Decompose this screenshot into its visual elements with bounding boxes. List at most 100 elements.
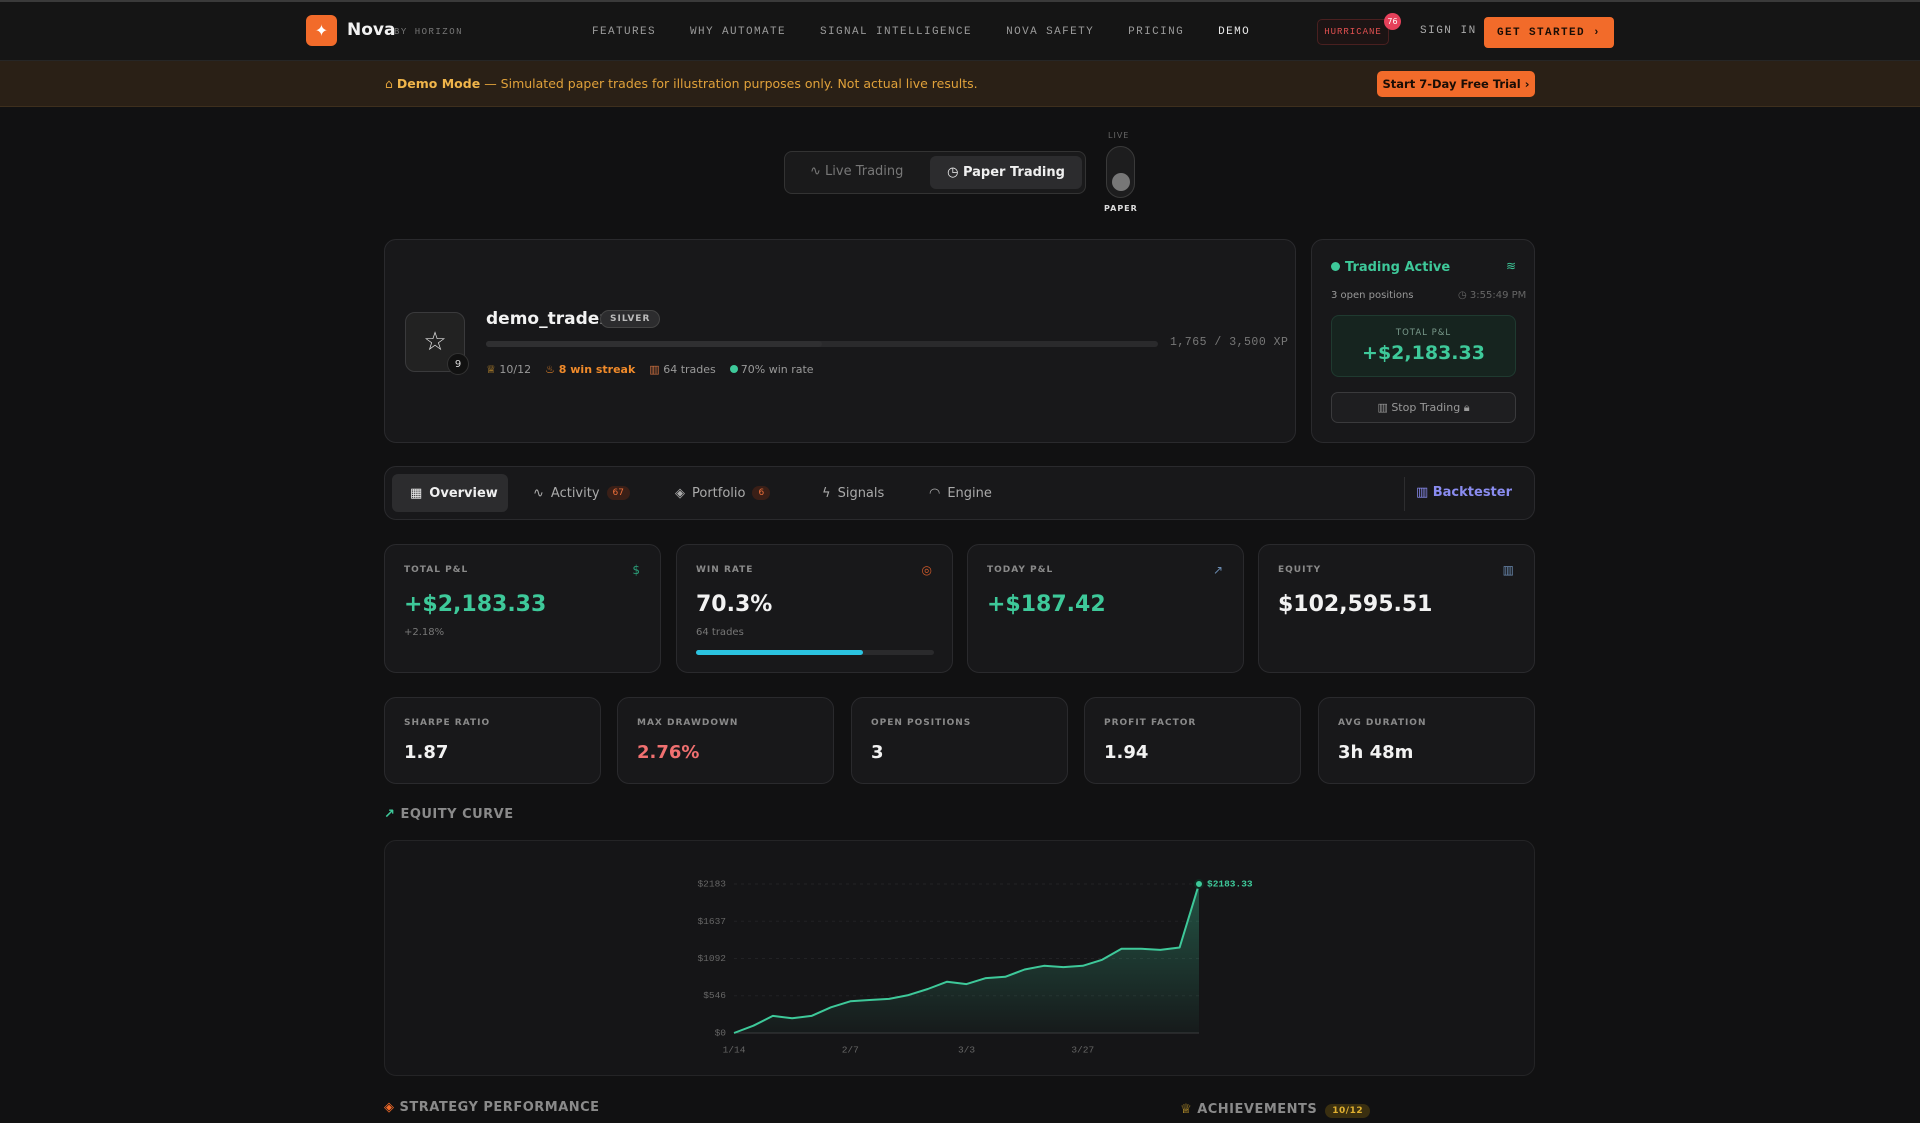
nav-link[interactable]: WHY AUTOMATE (690, 26, 787, 38)
section-heading: ↗ EQUITY CURVE (384, 807, 514, 822)
nav-link[interactable]: SIGNAL INTELLIGENCE (820, 26, 973, 38)
data-label: $2183.33 (1207, 878, 1253, 889)
stat-value: $102,595.51 (1278, 592, 1433, 617)
status-text: Trading Active (1345, 260, 1451, 275)
win-rate-text: 70% win rate (740, 363, 814, 376)
x-tick-label: 1/14 (723, 1045, 746, 1056)
y-tick-label: $2183 (697, 879, 726, 890)
hurricane-badge: 76 (1384, 13, 1401, 30)
banner-text: ⌂ Demo Mode — Simulated paper trades for… (385, 76, 978, 91)
metric-value: 3 (871, 742, 884, 763)
tab-label: Portfolio (692, 485, 746, 501)
x-tick-label: 3/3 (958, 1045, 975, 1056)
metric-value: 3h 48m (1338, 742, 1414, 763)
tab[interactable]: ◈ Portfolio 6 (657, 474, 788, 512)
win-rate-bar (696, 650, 934, 655)
navbar: ✦ Nova BY HORIZON FEATURES WHY AUTOMATE … (0, 0, 1920, 61)
metric-label: PROFIT FACTOR (1104, 718, 1197, 728)
stat-label: TOTAL P&L (404, 565, 469, 575)
xp-fill (486, 341, 822, 347)
metric-value: 1.94 (1104, 742, 1149, 763)
metric-card: MAX DRAWDOWN 2.76% (617, 697, 834, 784)
pnl-box: TOTAL P&L +$2,183.33 (1331, 315, 1516, 377)
live-tab[interactable]: ∿ Live Trading (810, 164, 904, 179)
status-time: ◷ 3:55:49 PM (1458, 290, 1527, 301)
metric-label: SHARPE RATIO (404, 718, 491, 728)
tab[interactable]: ▦ Overview (392, 474, 508, 512)
stat-label: EQUITY (1278, 565, 1322, 575)
live-label: Live Trading (825, 164, 904, 179)
line (733, 883, 1200, 1034)
switch-top-label: LIVE (1108, 131, 1130, 140)
area (734, 884, 1199, 1033)
stat-icon: ▥ (1502, 563, 1514, 577)
stop-label: Stop Trading (1391, 401, 1461, 414)
tab[interactable]: ◠ Engine (929, 485, 992, 501)
profile-card: ☆ 9 demo_trader SILVER 1,765 / 3,500 XP … (384, 239, 1296, 443)
open-positions: 3 open positions (1331, 290, 1414, 301)
stat-card: TODAY P&L ↗ +$187.42 (967, 544, 1244, 673)
trial-button[interactable]: Start 7-Day Free Trial › (1377, 71, 1535, 97)
sign-in[interactable]: SIGN IN (1420, 25, 1477, 37)
stat-icon: $ (632, 563, 640, 577)
get-started-button[interactable]: GET STARTED › (1484, 17, 1614, 48)
tab-badge: 6 (752, 486, 771, 500)
metric-label: MAX DRAWDOWN (637, 718, 739, 728)
backtester-link[interactable]: ▥ Backtester (1415, 485, 1512, 500)
nav-link[interactable]: NOVA SAFETY (1006, 26, 1095, 38)
stat-icon: ↗ (1212, 563, 1223, 577)
status-card: Trading Active ≋ 3 open positions ◷ 3:55… (1311, 239, 1535, 443)
hurricane-label: HURRICANE (1324, 27, 1382, 37)
stat-value: +$2,183.33 (404, 592, 547, 617)
metric-value: 1.87 (404, 742, 449, 763)
level-badge: 9 (447, 353, 469, 375)
metric-card: AVG DURATION 3h 48m (1318, 697, 1535, 784)
brand[interactable]: Nova (347, 20, 396, 40)
tab-label: Overview (429, 485, 498, 501)
mode-toggle: ∿ Live Trading ◷ Paper Trading (784, 151, 1086, 194)
wifi-icon: ≋ (1505, 259, 1516, 273)
metric-label: AVG DURATION (1338, 718, 1427, 728)
pnl-label: TOTAL P&L (1395, 328, 1452, 338)
metric-card: SHARPE RATIO 1.87 (384, 697, 601, 784)
trial-label: Start 7-Day Free Trial (1382, 77, 1521, 91)
tab-bar: ▦ Overview ∿ Activity 67 ◈ Portfolio 6 ϟ S… (384, 466, 1535, 520)
achievements-count: ♕ 10/12 (486, 363, 532, 376)
switch-bottom-label: PAPER (1104, 204, 1138, 213)
section-title: STRATEGY PERFORMANCE (399, 1100, 600, 1115)
tab-label: Engine (947, 485, 992, 501)
tab[interactable]: ∿ Activity 67 (515, 474, 648, 512)
nav-link[interactable]: DEMO (1218, 26, 1251, 38)
banner-title: Demo Mode (396, 76, 481, 91)
tab[interactable]: ϟ Signals (822, 485, 885, 501)
section-title: ACHIEVEMENTS (1197, 1102, 1318, 1117)
tab-label: Signals (837, 485, 885, 501)
stat-label: WIN RATE (696, 565, 754, 575)
section-heading: ♕ ACHIEVEMENTS 10/12 (1180, 1102, 1371, 1118)
paper-tab[interactable]: ◷ Paper Trading (930, 156, 1082, 189)
section-heading: ◈ STRATEGY PERFORMANCE (384, 1100, 600, 1115)
nav-link[interactable]: PRICING (1128, 26, 1185, 38)
status-title: Trading Active (1331, 260, 1450, 275)
hurricane-button[interactable]: HURRICANE (1317, 19, 1389, 45)
stat-label: TODAY P&L (987, 565, 1054, 575)
chart: $0 $546 $1092 $1637 $2183 1/14 2/7 3/3 3/27 $2183… (697, 878, 1253, 1056)
brand-sub: BY HORIZON (394, 27, 464, 37)
logo[interactable]: ✦ (306, 15, 337, 46)
metric-value: 2.76% (637, 742, 700, 763)
equity-chart: $0 $546 $1092 $1637 $2183 1/14 2/7 3/3 3/27 $2183… (384, 840, 1535, 1076)
stat-icon: ◎ (921, 563, 932, 577)
pnl-value: +$2,183.33 (1362, 342, 1485, 364)
stop-trading-button[interactable]: ▥ Stop Trading 🔒︎ (1331, 392, 1516, 423)
stat-card: TOTAL P&L $ +$2,183.33 +2.18% (384, 544, 661, 673)
xp-bar (486, 341, 1158, 347)
end-point (1194, 878, 1204, 889)
cta-label: GET STARTED (1496, 26, 1585, 39)
win-streak: ♨ 8 win streak (545, 363, 636, 376)
nav-link[interactable]: FEATURES (592, 26, 657, 38)
x-tick-label: 2/7 (842, 1045, 859, 1056)
xp-text: 1,765 / 3,500 XP (1170, 336, 1289, 349)
mode-switch[interactable] (1106, 146, 1135, 198)
backtester-label: Backtester (1432, 485, 1512, 500)
